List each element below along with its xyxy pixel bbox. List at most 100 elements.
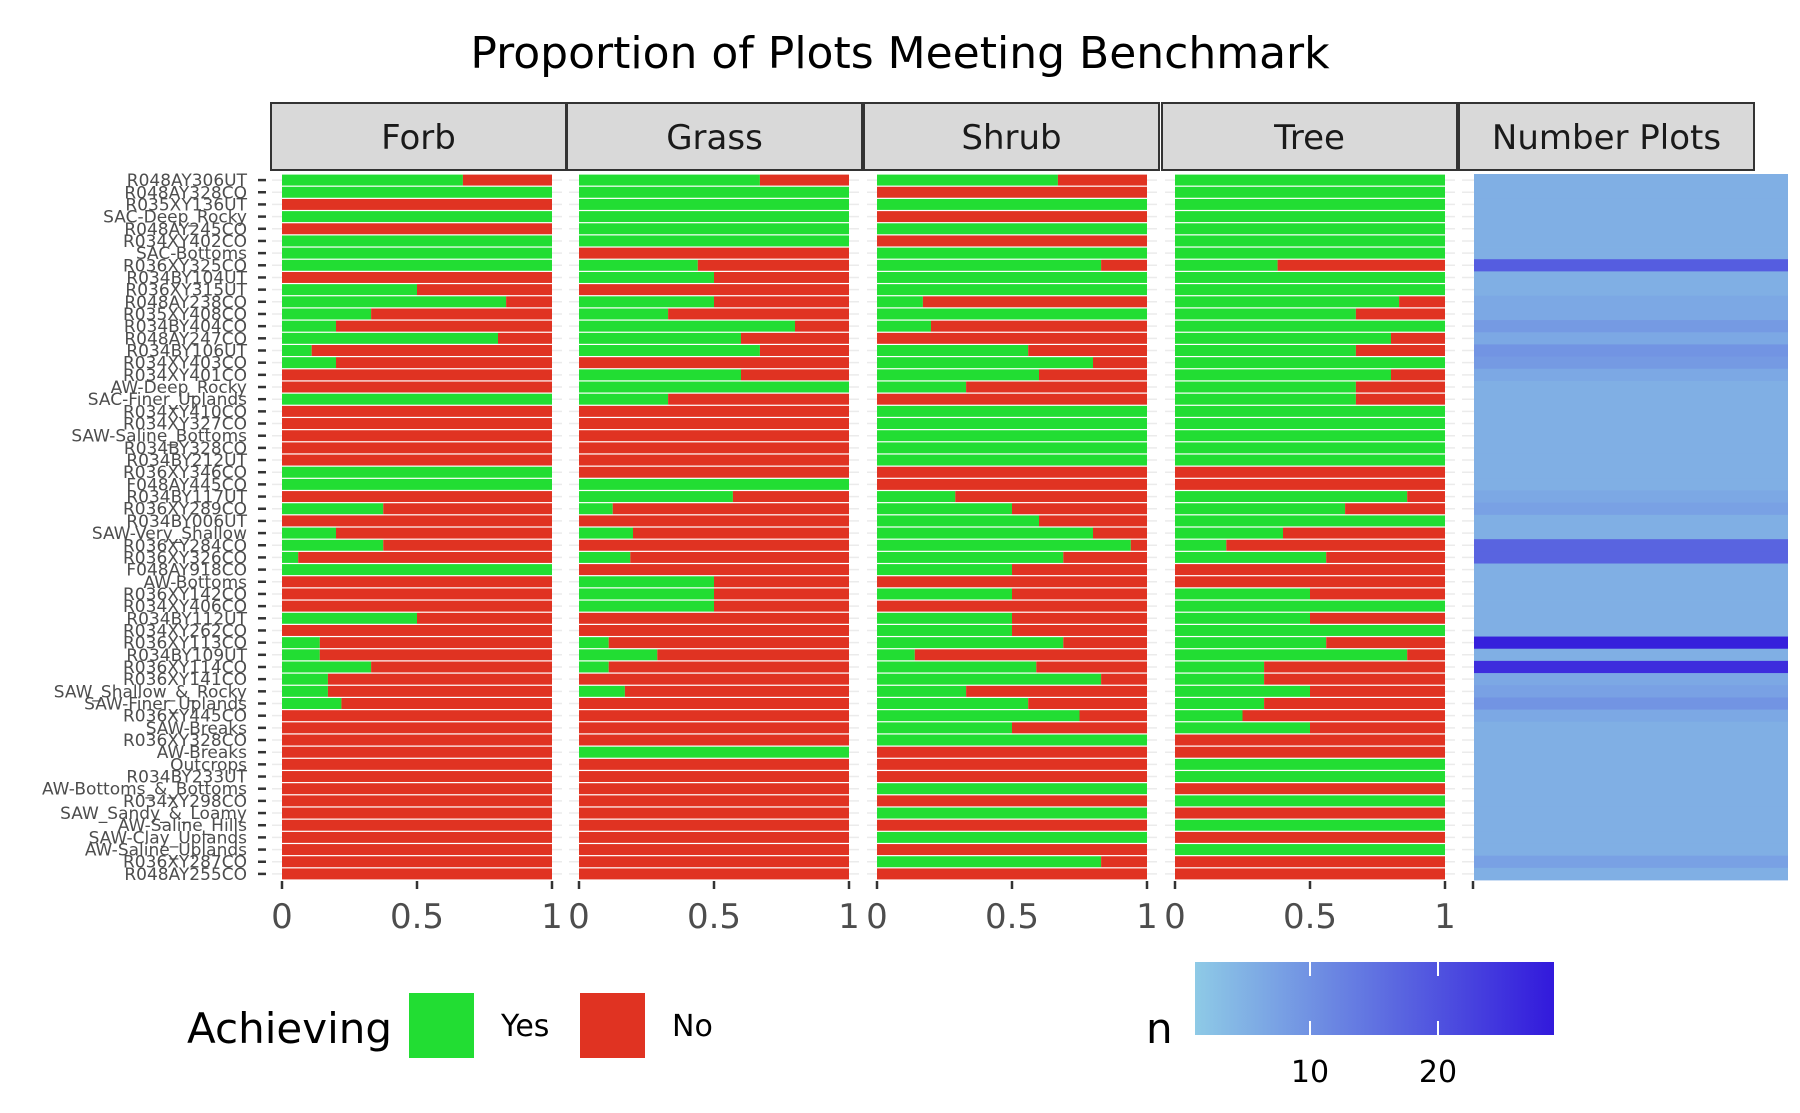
bar-no <box>282 405 552 417</box>
number-plots-tile <box>1474 502 1788 516</box>
number-plots-tile <box>1474 332 1788 345</box>
bar-yes <box>877 454 1147 466</box>
bar-yes <box>579 211 849 223</box>
number-plots-tile <box>1474 405 1788 418</box>
number-plots-tile <box>1474 831 1788 844</box>
color-tick-label-10: 10 <box>1291 1055 1329 1090</box>
bar-no <box>579 624 849 636</box>
number-plots-tile <box>1474 174 1788 187</box>
bar-yes <box>282 345 312 356</box>
bar-no <box>1063 637 1147 649</box>
number-plots-tile <box>1474 222 1788 236</box>
bar-yes <box>282 637 320 649</box>
bar-yes <box>1175 661 1265 673</box>
bar-no <box>282 807 552 819</box>
bar-no <box>579 405 849 417</box>
bar-no <box>1310 588 1445 600</box>
bar-yes <box>1175 844 1445 856</box>
bar-yes <box>1175 795 1445 807</box>
number-plots-tile <box>1474 429 1788 443</box>
bar-no <box>1101 259 1147 271</box>
bar-no <box>282 746 552 758</box>
bar-yes <box>282 259 552 271</box>
row-label: R036XY113CO <box>123 634 247 654</box>
bar-no <box>579 783 849 795</box>
bar-yes <box>877 856 1102 868</box>
x-axes: 0 0.5 1 0 0.5 1 0 0.5 1 0 0.5 1 <box>271 881 1475 937</box>
bar-no <box>697 259 849 271</box>
bar-yes <box>877 247 1147 259</box>
bar-yes <box>282 357 336 369</box>
number-plots-tile <box>1474 186 1788 199</box>
number-plots-tile <box>1474 478 1788 491</box>
row-label: R034BY112UT <box>126 609 247 629</box>
bar-no <box>282 588 552 600</box>
bar-yes <box>877 405 1147 417</box>
bar-yes <box>877 418 1147 430</box>
bar-no <box>877 186 1147 198</box>
bar-yes <box>1175 357 1445 369</box>
bar-no <box>1039 515 1147 527</box>
number-plots-tile <box>1474 563 1788 577</box>
bar-no <box>579 418 849 430</box>
bar-yes <box>282 296 507 308</box>
bar-yes <box>1175 308 1356 320</box>
x-tick-label: 0 <box>1164 897 1186 937</box>
bar-yes <box>1175 296 1400 308</box>
row-label: SAW-Finer_Uplands <box>84 695 247 715</box>
bar-no <box>336 527 552 539</box>
bar-yes <box>877 685 967 697</box>
number-plots-tile <box>1474 417 1788 431</box>
row-label: F048AY445CO <box>126 475 247 495</box>
bar-yes <box>1175 673 1265 685</box>
bar-no <box>1175 868 1445 880</box>
bar-no <box>327 685 552 697</box>
bar-no <box>579 831 849 843</box>
bar-no <box>282 381 552 393</box>
bar-no <box>579 734 849 746</box>
number-plots-tile <box>1474 721 1788 735</box>
row-label: R034BY233UT <box>126 768 247 788</box>
row-label: R048AY255CO <box>124 865 247 885</box>
row-label: R035XY136UT <box>125 195 247 215</box>
bar-yes <box>877 503 1012 515</box>
row-label: R034XY298CO <box>123 792 247 812</box>
bar-yes <box>1175 259 1278 271</box>
bar-yes <box>877 296 923 308</box>
row-label: R048AY328CO <box>124 183 247 203</box>
bar-yes <box>1175 758 1445 770</box>
bar-no <box>282 734 552 746</box>
number-plots-tile <box>1474 247 1788 260</box>
x-tick-label: 0.5 <box>390 897 444 937</box>
bar-no <box>1093 527 1147 539</box>
row-label: R034XY403CO <box>123 354 247 374</box>
bar-no <box>1175 807 1445 819</box>
bar-no <box>877 771 1147 783</box>
bar-yes <box>1175 369 1391 381</box>
bar-no <box>498 332 552 344</box>
bar-no <box>966 685 1147 697</box>
bar-yes <box>282 186 552 198</box>
bar-no <box>1036 661 1147 673</box>
bar-no <box>1407 491 1445 503</box>
bar-no <box>282 868 552 880</box>
bar-yes <box>579 186 849 198</box>
bar-yes <box>282 698 342 709</box>
bar-yes <box>877 612 1012 624</box>
bar-no <box>371 308 552 320</box>
bar-no <box>1012 564 1147 576</box>
number-plots-tile <box>1474 527 1788 540</box>
facet-strips: Forb Grass Shrub Tree Number Plots <box>270 102 1755 171</box>
number-plots-tile <box>1474 758 1788 771</box>
bar-no <box>282 418 552 430</box>
bar-yes <box>1175 685 1310 697</box>
bar-yes <box>877 430 1147 442</box>
bar-no <box>1012 722 1147 734</box>
bar-yes <box>282 320 336 332</box>
bar-yes <box>282 661 372 673</box>
row-label: R034XY402CO <box>123 232 247 252</box>
bar-no <box>714 296 849 308</box>
bar-yes <box>1175 637 1327 649</box>
x-tick-label: 0.5 <box>1283 897 1337 937</box>
